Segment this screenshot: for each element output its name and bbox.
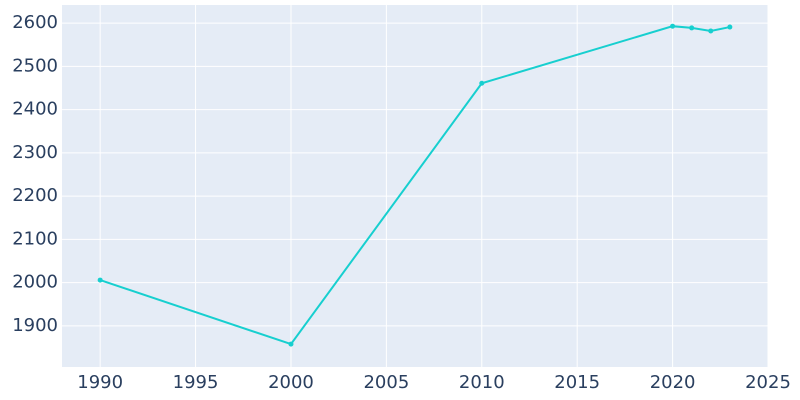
x-tick-label: 2010	[459, 372, 505, 393]
data-point	[97, 277, 103, 283]
data-point	[727, 24, 733, 30]
data-point	[479, 80, 485, 86]
data-point	[708, 28, 714, 34]
data-point	[670, 23, 676, 29]
x-tick-label: 2000	[268, 372, 314, 393]
y-tick-label: 2100	[12, 228, 58, 249]
y-tick-label: 2300	[12, 142, 58, 163]
y-tick-label: 2000	[12, 272, 58, 293]
y-tick-label: 2400	[12, 99, 58, 120]
y-tick-label: 1900	[12, 315, 58, 336]
x-tick-label: 2015	[554, 372, 600, 393]
x-tick-label: 2020	[650, 372, 696, 393]
y-tick-label: 2500	[12, 55, 58, 76]
plot-background	[62, 5, 768, 367]
data-point	[288, 341, 294, 347]
y-tick-label: 2600	[12, 12, 58, 33]
x-tick-label: 1995	[173, 372, 219, 393]
x-tick-label: 2025	[745, 372, 791, 393]
data-point	[689, 25, 695, 31]
x-tick-label: 1990	[77, 372, 123, 393]
y-tick-label: 2200	[12, 185, 58, 206]
x-tick-label: 2005	[363, 372, 409, 393]
